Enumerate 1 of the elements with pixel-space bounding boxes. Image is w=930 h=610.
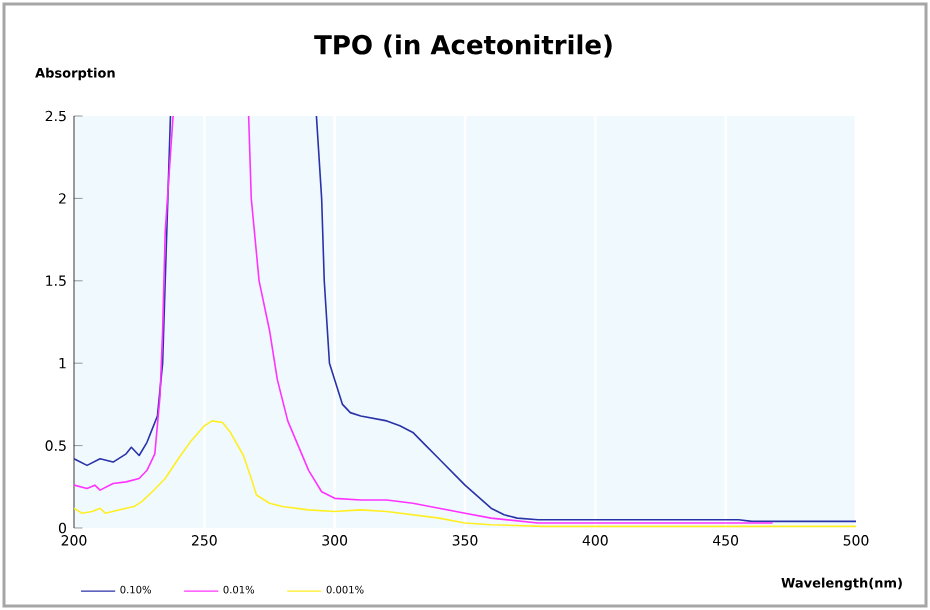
chart-title: TPO (in Acetonitrile) <box>314 34 612 58</box>
